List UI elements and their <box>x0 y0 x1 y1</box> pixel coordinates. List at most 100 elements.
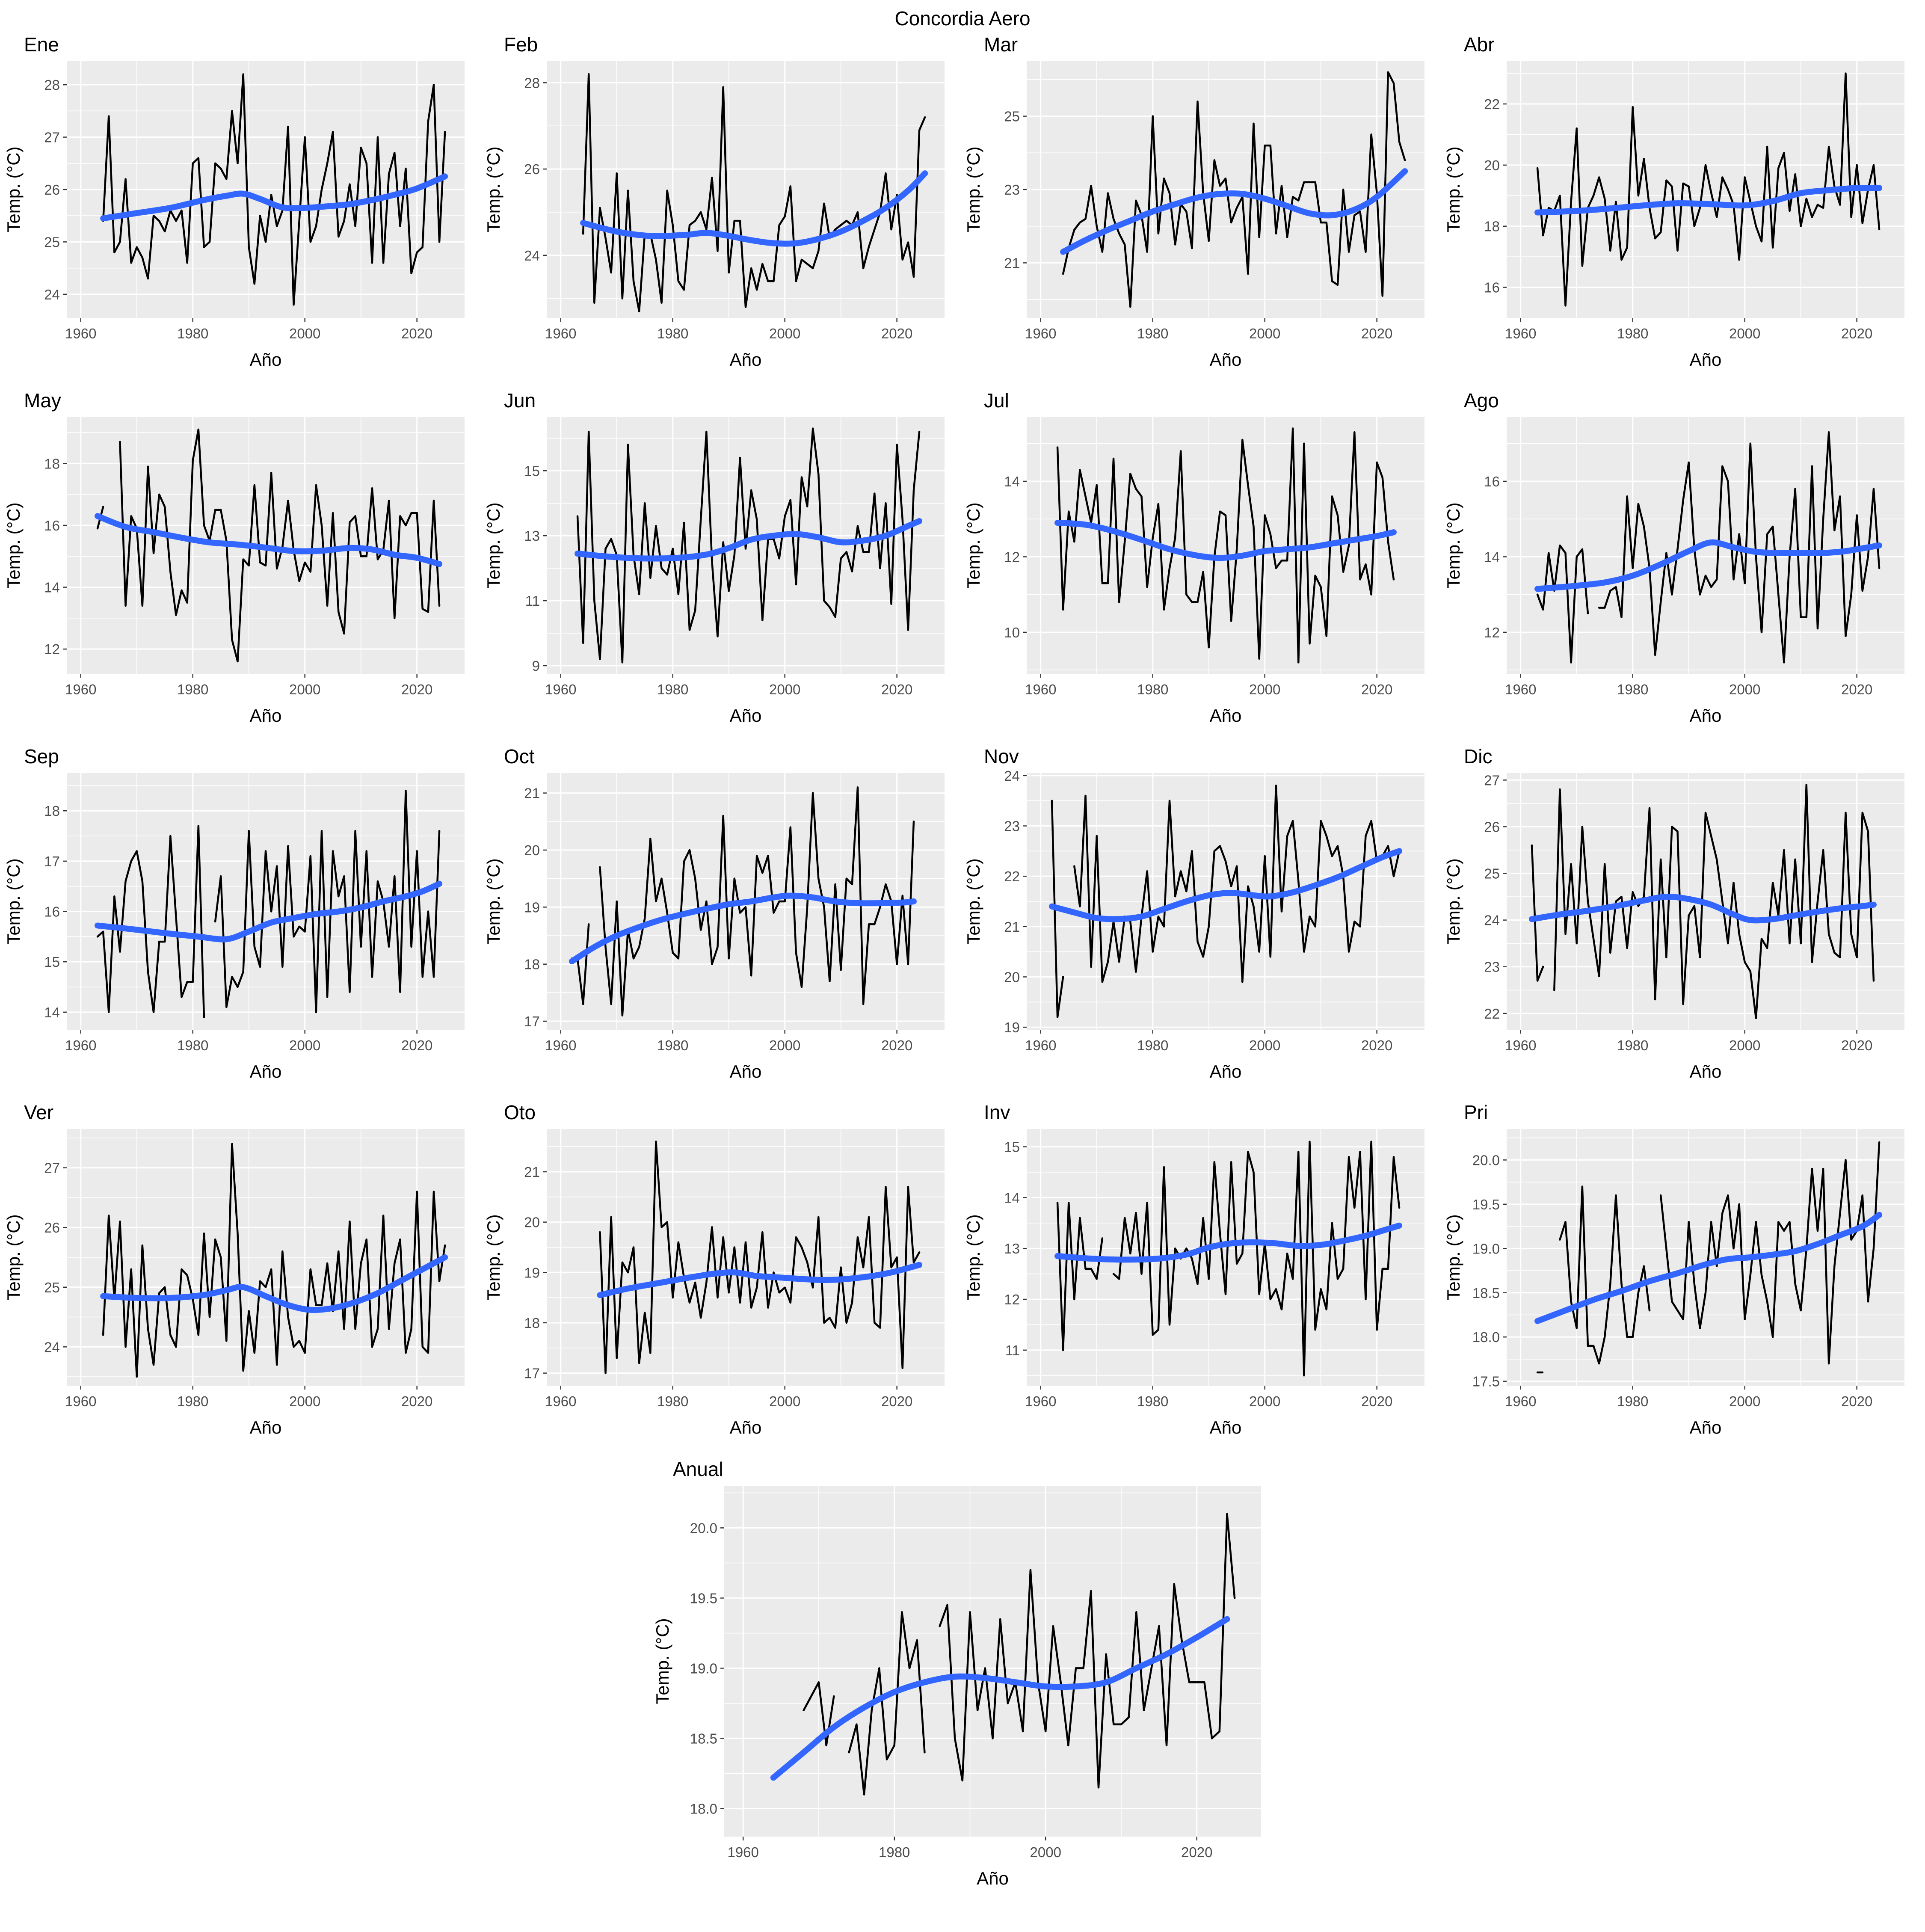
panel-title: Ago <box>1464 389 1499 412</box>
y-tick-label: 25 <box>1484 866 1500 882</box>
panel-pri: Pri 1960 1980 2000 2020 17.5 18.0 18.5 19.0 19.5 2… <box>1443 1101 1904 1437</box>
temp-series-line <box>1659 1141 1881 1365</box>
facet-grid: Ene 1960 1980 2000 2020 24 25 26 27 28 Año Temp. (°… <box>0 33 1925 1456</box>
y-axis-title: Temp. (°C) <box>3 858 24 944</box>
x-tick-label: 1960 <box>545 682 576 697</box>
panel-ene: Ene 1960 1980 2000 2020 24 25 26 27 28 Año Temp. (°… <box>3 33 465 370</box>
x-tick-label: 1980 <box>1617 682 1648 697</box>
y-tick-label: 14 <box>44 580 60 596</box>
y-tick-label: 18.0 <box>1472 1329 1500 1345</box>
y-tick-label: 28 <box>524 75 540 91</box>
y-tick-label: 18.5 <box>690 1731 717 1746</box>
y-tick-label: 15 <box>1004 1139 1020 1155</box>
x-tick-label: 2000 <box>1729 326 1760 341</box>
y-tick-label: 18 <box>44 803 60 819</box>
y-axis-title: Temp. (°C) <box>1443 1214 1463 1300</box>
x-axis-title: Año <box>1210 1417 1242 1437</box>
x-tick-label: 2000 <box>769 1393 800 1409</box>
x-tick-label: 1980 <box>1137 1037 1168 1053</box>
x-tick-label: 2020 <box>881 326 912 341</box>
x-tick-label: 2020 <box>401 1393 432 1409</box>
y-tick-label: 18 <box>524 1315 540 1331</box>
x-tick-label: 1960 <box>65 1393 96 1409</box>
x-tick-label: 1960 <box>1505 326 1536 341</box>
y-tick-label: 24 <box>1004 768 1020 784</box>
x-tick-label: 2020 <box>1361 682 1392 697</box>
y-tick-label: 13 <box>524 528 540 544</box>
plot-area <box>547 61 945 318</box>
y-tick-label: 22 <box>1484 1006 1500 1022</box>
panel-title: Mar <box>984 33 1018 56</box>
trend-line <box>1534 1212 1883 1324</box>
x-tick-label: 2000 <box>1729 1037 1760 1053</box>
y-tick-label: 19 <box>524 899 540 915</box>
y-tick-label: 10 <box>1004 625 1020 640</box>
y-tick-label: 18 <box>1484 219 1500 234</box>
y-tick-label: 21 <box>1004 255 1020 271</box>
x-tick-label: 2000 <box>1030 1844 1061 1860</box>
x-tick-label: 2020 <box>401 682 432 697</box>
y-tick-label: 27 <box>44 130 60 145</box>
temp-series-line <box>599 786 915 1016</box>
y-tick-label: 20 <box>524 842 540 858</box>
y-axis-title: Temp. (°C) <box>963 858 983 944</box>
x-tick-label: 2000 <box>1729 1393 1760 1409</box>
temp-series-line <box>599 1141 921 1374</box>
trend-line <box>1048 848 1403 922</box>
x-tick-label: 2020 <box>401 326 432 341</box>
x-tick-label: 2000 <box>1249 682 1280 697</box>
temp-series-line <box>582 73 926 313</box>
temp-series-line <box>102 1143 446 1378</box>
panel-title: May <box>24 389 61 412</box>
plot-area <box>1507 1129 1904 1386</box>
x-tick-label: 1960 <box>545 326 576 341</box>
x-axis-title: Año <box>1690 705 1722 726</box>
y-tick-label: 13 <box>1004 1241 1020 1256</box>
y-tick-label: 18.0 <box>690 1801 717 1816</box>
y-tick-label: 25 <box>44 234 60 250</box>
x-tick-label: 1960 <box>65 326 96 341</box>
panel-title: Sep <box>24 745 59 767</box>
panel-dic: Dic 1960 1980 2000 2020 22 23 24 25 26 27 Año Temp. … <box>1443 745 1904 1082</box>
x-tick-label: 1960 <box>1025 1037 1056 1053</box>
x-tick-label: 2020 <box>1841 326 1872 341</box>
temp-series-line <box>96 825 205 1018</box>
trend-line <box>1528 894 1877 924</box>
x-tick-label: 1980 <box>177 1393 208 1409</box>
x-tick-label: 2020 <box>1181 1844 1212 1860</box>
x-axis-title: Año <box>730 350 762 370</box>
x-tick-label: 2020 <box>881 1037 912 1053</box>
plot-area <box>1027 417 1424 674</box>
y-tick-label: 22 <box>1484 96 1500 112</box>
y-tick-label: 24 <box>44 1339 60 1355</box>
y-tick-label: 12 <box>44 641 60 657</box>
x-axis-title: Año <box>1690 350 1722 370</box>
trend-line <box>1060 168 1408 255</box>
trend-line <box>575 518 923 562</box>
x-tick-label: 1980 <box>1137 326 1168 341</box>
x-tick-label: 2020 <box>1361 1037 1392 1053</box>
y-tick-label: 23 <box>1004 818 1020 834</box>
y-axis-title: Temp. (°C) <box>3 1214 24 1300</box>
y-tick-label: 20.0 <box>1472 1152 1500 1168</box>
y-tick-label: 20 <box>524 1215 540 1230</box>
y-tick-label: 14 <box>44 1005 60 1020</box>
panel-title: Ene <box>24 33 59 56</box>
y-axis-title: Temp. (°C) <box>652 1618 672 1704</box>
x-tick-label: 1960 <box>545 1037 576 1053</box>
panel-feb: Feb 1960 1980 2000 2020 24 26 28 Año Temp. (°C) <box>483 33 945 370</box>
panel-mar: Mar 1960 1980 2000 2020 21 23 25 Año Temp. (°C) <box>963 33 1424 370</box>
panel-title: Jul <box>984 389 1009 412</box>
x-tick-label: 1980 <box>657 1037 688 1053</box>
y-tick-label: 19.0 <box>690 1660 717 1676</box>
x-tick-label: 2020 <box>1841 682 1872 697</box>
y-tick-label: 17 <box>524 1013 540 1029</box>
temp-series-line <box>1536 544 1589 664</box>
panel-title: Dic <box>1464 745 1492 767</box>
y-tick-label: 24 <box>1484 913 1500 928</box>
x-tick-label: 1960 <box>545 1393 576 1409</box>
panel-title: Pri <box>1464 1101 1488 1123</box>
y-tick-label: 27 <box>1484 772 1500 788</box>
y-tick-label: 16 <box>44 904 60 920</box>
x-tick-label: 1980 <box>1137 682 1168 697</box>
